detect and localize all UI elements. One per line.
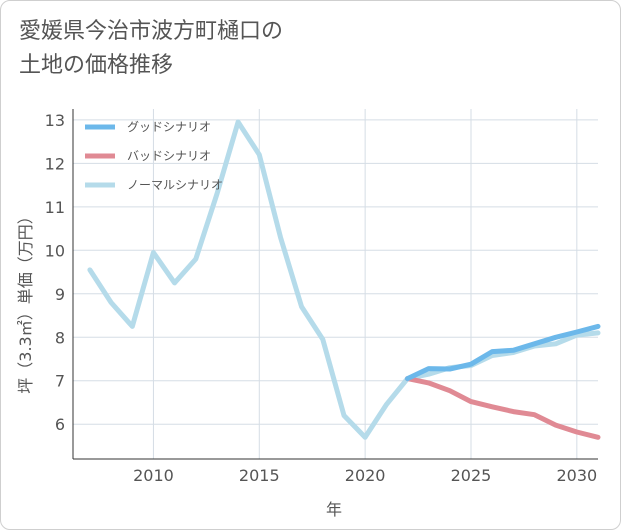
x-tick-label-2030: 2030: [556, 466, 597, 485]
x-tick-label-2020: 2020: [345, 466, 386, 485]
y-tick-label-10: 10: [45, 241, 65, 260]
x-tick-label-2025: 2025: [451, 466, 492, 485]
y-axis-label: 坪（3.3㎡）単価（万円）: [16, 208, 35, 393]
legend-label-1: バッドシナリオ: [127, 149, 211, 163]
y-tick-label-9: 9: [55, 285, 65, 304]
chart-title: 愛媛県今治市波方町樋口の 土地の価格推移: [19, 19, 284, 78]
series-line-0: [405, 323, 601, 382]
series-line-2: [87, 119, 601, 440]
y-tick-label-7: 7: [55, 372, 65, 391]
series-layer: [87, 119, 601, 440]
y-tick-label-11: 11: [45, 198, 65, 217]
y-tick-label-8: 8: [55, 328, 65, 347]
y-tick-label-12: 12: [45, 154, 65, 173]
legend-label-0: グッドシナリオ: [127, 120, 211, 134]
legend-label-2: ノーマルシナリオ: [127, 178, 223, 192]
series-line-1: [405, 376, 601, 440]
x-axis-label: 年: [326, 500, 342, 519]
y-tick-label-13: 13: [45, 111, 65, 130]
x-tick-label-2010: 2010: [133, 466, 174, 485]
axis-layer: 2010 2015 2020 2025 2030 6 7 8 9 10 11 12 13: [45, 109, 598, 485]
y-tick-label-6: 6: [55, 415, 65, 434]
x-tick-label-2015: 2015: [239, 466, 280, 485]
